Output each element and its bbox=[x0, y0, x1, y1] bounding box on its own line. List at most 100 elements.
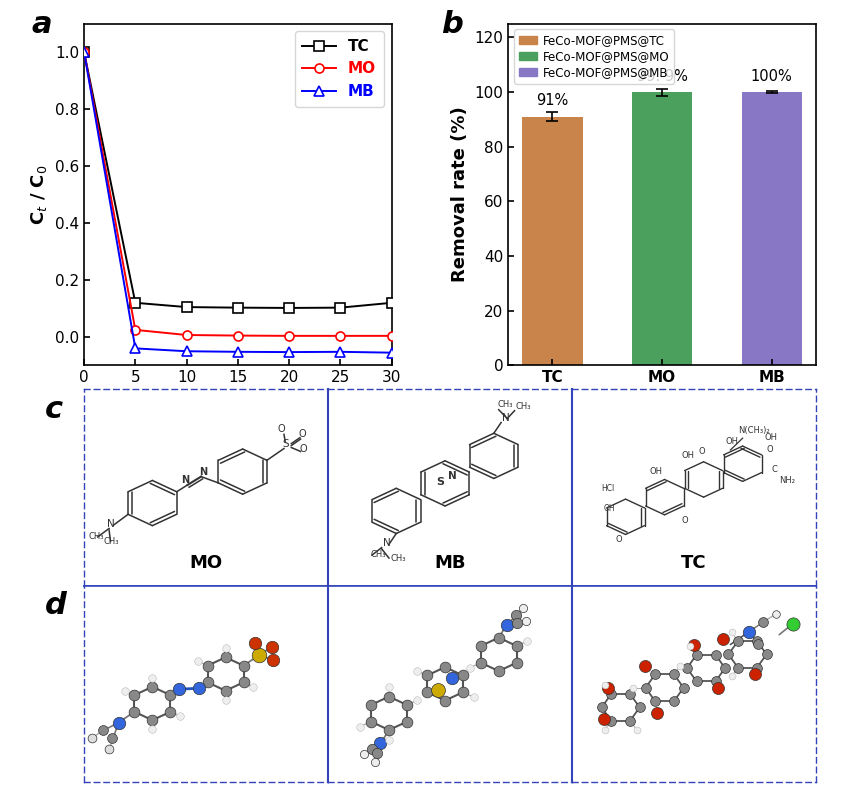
Point bbox=[431, 683, 444, 696]
Point bbox=[467, 691, 480, 703]
Point bbox=[365, 742, 378, 755]
Point bbox=[400, 699, 414, 711]
Point bbox=[623, 714, 637, 727]
Line: MB: MB bbox=[80, 48, 396, 357]
Point bbox=[128, 706, 141, 718]
TC bbox=[336, 303, 346, 312]
Text: 99. 9%: 99. 9% bbox=[637, 69, 687, 84]
Point bbox=[742, 626, 755, 638]
Point bbox=[715, 684, 728, 696]
Point bbox=[219, 693, 232, 706]
Point bbox=[364, 715, 378, 728]
Point bbox=[145, 681, 159, 693]
Point bbox=[759, 648, 773, 660]
MB bbox=[387, 348, 397, 358]
Point bbox=[119, 685, 132, 697]
Point bbox=[201, 659, 214, 672]
Point bbox=[368, 756, 382, 769]
Point bbox=[750, 635, 764, 648]
Text: CH₃: CH₃ bbox=[516, 402, 532, 411]
Point bbox=[722, 648, 735, 660]
MB bbox=[336, 347, 346, 357]
Point bbox=[757, 615, 770, 628]
Point bbox=[192, 655, 205, 667]
Point bbox=[219, 651, 232, 663]
Text: OH: OH bbox=[604, 504, 616, 513]
Point bbox=[623, 688, 637, 700]
Point bbox=[193, 682, 206, 695]
Point bbox=[674, 659, 687, 672]
TC bbox=[79, 47, 89, 57]
Point bbox=[145, 671, 159, 684]
MB bbox=[284, 347, 294, 357]
Line: MO: MO bbox=[80, 48, 396, 340]
Text: CH₃: CH₃ bbox=[88, 532, 103, 541]
Point bbox=[219, 642, 232, 655]
Point bbox=[680, 662, 694, 674]
Point bbox=[201, 676, 214, 689]
Text: N: N bbox=[502, 413, 510, 423]
MO bbox=[182, 330, 192, 340]
Point bbox=[687, 638, 701, 651]
Point bbox=[757, 670, 770, 683]
Point bbox=[410, 664, 423, 677]
Point bbox=[446, 671, 459, 684]
Point bbox=[510, 616, 524, 629]
MO bbox=[284, 331, 294, 340]
Text: C: C bbox=[772, 465, 778, 474]
Point bbox=[601, 681, 615, 694]
Text: O: O bbox=[299, 444, 307, 454]
X-axis label: Time (min): Time (min) bbox=[182, 391, 293, 409]
Point bbox=[237, 659, 251, 672]
Text: N(CH₃)₂: N(CH₃)₂ bbox=[738, 426, 770, 435]
Text: O: O bbox=[681, 516, 688, 525]
Point bbox=[731, 635, 744, 648]
Point bbox=[420, 686, 434, 699]
Point bbox=[725, 670, 738, 683]
Text: MB: MB bbox=[434, 554, 466, 572]
Point bbox=[690, 648, 703, 661]
Bar bbox=[632, 92, 692, 365]
Point bbox=[677, 681, 690, 694]
Point bbox=[605, 714, 618, 727]
Bar bbox=[522, 116, 583, 365]
Point bbox=[382, 724, 395, 736]
Point bbox=[246, 681, 260, 693]
Point bbox=[266, 654, 279, 667]
Point bbox=[410, 694, 424, 707]
Point bbox=[519, 615, 532, 627]
Text: N: N bbox=[181, 476, 189, 485]
MB bbox=[79, 47, 89, 57]
Line: TC: TC bbox=[80, 48, 396, 313]
Point bbox=[265, 641, 278, 653]
Point bbox=[510, 656, 523, 669]
Legend: TC, MO, MB: TC, MO, MB bbox=[294, 31, 383, 107]
Point bbox=[371, 747, 384, 759]
Point bbox=[474, 640, 488, 652]
Text: N: N bbox=[383, 538, 390, 549]
Text: b: b bbox=[441, 10, 463, 39]
Point bbox=[457, 686, 470, 699]
TC bbox=[284, 303, 294, 313]
Point bbox=[474, 656, 488, 669]
Point bbox=[630, 679, 643, 692]
Point bbox=[638, 659, 652, 672]
MB bbox=[130, 343, 140, 353]
Text: 91%: 91% bbox=[537, 94, 569, 108]
Point bbox=[164, 706, 177, 718]
Point bbox=[364, 699, 378, 711]
Text: OH: OH bbox=[726, 437, 738, 446]
Point bbox=[145, 723, 159, 736]
Text: HCl: HCl bbox=[601, 484, 615, 494]
Point bbox=[96, 724, 109, 736]
Point bbox=[748, 667, 761, 680]
Point bbox=[172, 683, 186, 696]
Text: d: d bbox=[45, 591, 67, 620]
Text: S: S bbox=[282, 439, 288, 449]
TC bbox=[182, 303, 192, 312]
Point bbox=[752, 637, 765, 650]
Text: a: a bbox=[32, 10, 52, 39]
MB bbox=[182, 347, 192, 356]
Point bbox=[648, 695, 662, 707]
Point bbox=[595, 701, 608, 714]
